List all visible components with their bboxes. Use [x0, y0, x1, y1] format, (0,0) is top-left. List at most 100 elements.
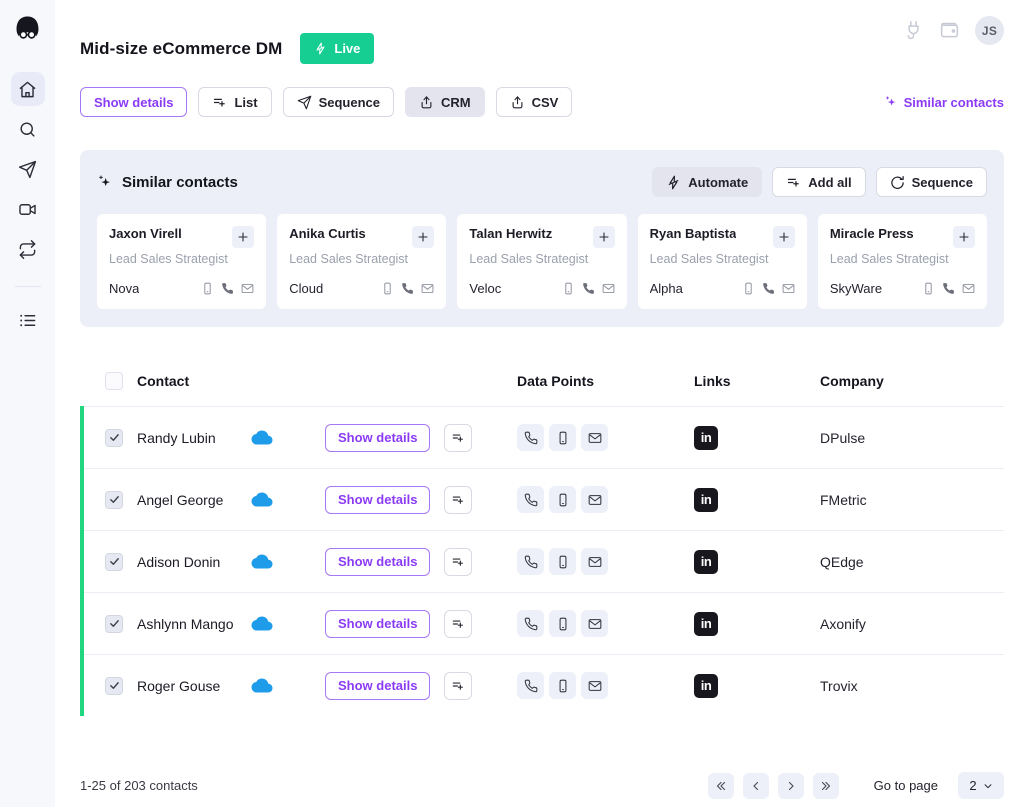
row-checkbox[interactable] [105, 615, 123, 633]
company-name: Trovix [820, 678, 1004, 694]
add-to-list-button[interactable] [444, 486, 472, 514]
linkedin-icon[interactable]: in [694, 426, 718, 450]
phone-data-chip[interactable] [517, 672, 544, 699]
sidebar [0, 0, 55, 807]
mobile-data-chip[interactable] [549, 610, 576, 637]
similar-contacts-link[interactable]: Similar contacts [884, 95, 1004, 110]
phone-data-chip[interactable] [517, 610, 544, 637]
similar-contacts-title: Similar contacts [97, 174, 238, 191]
phone-data-chip[interactable] [517, 548, 544, 575]
linkedin-icon[interactable]: in [694, 674, 718, 698]
show-details-button[interactable]: Show details [325, 424, 430, 452]
add-contact-button[interactable] [593, 226, 615, 248]
contact-name: Ashlynn Mango [137, 616, 247, 632]
mobile-data-chip[interactable] [549, 548, 576, 575]
plus-icon [237, 231, 249, 243]
mobile-data-chip[interactable] [549, 486, 576, 513]
sidebar-item-video[interactable] [11, 192, 45, 226]
mobile-icon [562, 282, 575, 295]
salesforce-icon [247, 489, 277, 510]
email-data-chip[interactable] [581, 548, 608, 575]
row-checkbox[interactable] [105, 553, 123, 571]
linkedin-icon[interactable]: in [694, 488, 718, 512]
plug-icon[interactable] [903, 20, 924, 41]
sidebar-item-lists[interactable] [11, 303, 45, 337]
bolt-icon [314, 42, 327, 55]
sidebar-item-search[interactable] [11, 112, 45, 146]
phone-icon [221, 282, 234, 295]
page-select[interactable]: 2 [958, 772, 1004, 799]
add-contact-button[interactable] [953, 226, 975, 248]
list-button-label: List [234, 95, 257, 110]
list-add-icon [451, 617, 465, 631]
sidebar-item-automations[interactable] [11, 232, 45, 266]
add-contact-button[interactable] [773, 226, 795, 248]
add-to-list-button[interactable] [444, 672, 472, 700]
contact-name: Ryan Baptista [650, 226, 737, 241]
sequence-button[interactable]: Sequence [283, 87, 394, 117]
last-page-button[interactable] [813, 773, 839, 799]
results-range: 1-25 of 203 contacts [80, 778, 198, 793]
similar-contact-card: Jaxon Virell Lead Sales Strategist Nova [97, 214, 266, 309]
video-icon [18, 200, 37, 219]
repeat-icon [18, 240, 37, 259]
list-button[interactable]: List [198, 87, 271, 117]
data-points [517, 610, 694, 637]
email-data-chip[interactable] [581, 672, 608, 699]
select-all-checkbox[interactable] [105, 372, 123, 390]
row-checkbox[interactable] [105, 491, 123, 509]
wallet-icon[interactable] [939, 20, 960, 41]
mobile-data-chip[interactable] [549, 672, 576, 699]
mobile-icon [201, 282, 214, 295]
show-details-button[interactable]: Show details [325, 486, 430, 514]
avatar[interactable]: JS [975, 16, 1004, 45]
column-header-data-points: Data Points [517, 373, 694, 389]
row-checkbox[interactable] [105, 429, 123, 447]
show-details-button[interactable]: Show details [325, 610, 430, 638]
linkedin-icon[interactable]: in [694, 550, 718, 574]
phone-icon [401, 282, 414, 295]
automate-button[interactable]: Automate [652, 167, 762, 197]
app-logo[interactable] [13, 15, 42, 44]
first-page-button[interactable] [708, 773, 734, 799]
next-page-button[interactable] [778, 773, 804, 799]
table-footer: 1-25 of 203 contacts Go to page 2 [80, 772, 1004, 799]
email-data-chip[interactable] [581, 424, 608, 451]
sidebar-item-sequences[interactable] [11, 152, 45, 186]
contact-name: Randy Lubin [137, 430, 247, 446]
linkedin-icon[interactable]: in [694, 612, 718, 636]
salesforce-icon [247, 675, 277, 696]
top-right-actions: JS [903, 16, 1004, 45]
phone-icon [524, 431, 538, 445]
plus-icon [417, 231, 429, 243]
contact-company: Nova [109, 281, 139, 296]
show-details-button[interactable]: Show details [325, 548, 430, 576]
sidebar-item-home[interactable] [11, 72, 45, 106]
contact-name: Adison Donin [137, 554, 247, 570]
email-icon [588, 555, 602, 569]
show-details-button[interactable]: Show details [325, 672, 430, 700]
mobile-data-chip[interactable] [549, 424, 576, 451]
page-title: Mid-size eCommerce DM [80, 39, 282, 59]
phone-data-chip[interactable] [517, 424, 544, 451]
add-contact-button[interactable] [412, 226, 434, 248]
add-to-list-button[interactable] [444, 610, 472, 638]
crm-export-button[interactable]: CRM [405, 87, 485, 117]
list-icon [18, 311, 37, 330]
check-icon [109, 556, 120, 567]
add-contact-button[interactable] [232, 226, 254, 248]
email-icon [588, 431, 602, 445]
csv-export-button[interactable]: CSV [496, 87, 573, 117]
phone-data-chip[interactable] [517, 486, 544, 513]
panel-sequence-button[interactable]: Sequence [876, 167, 987, 197]
add-to-list-button[interactable] [444, 424, 472, 452]
add-all-button[interactable]: Add all [772, 167, 865, 197]
data-points [517, 486, 694, 513]
contacts-table: Contact Data Points Links Company Randy … [80, 356, 1004, 716]
previous-page-button[interactable] [743, 773, 769, 799]
row-checkbox[interactable] [105, 677, 123, 695]
email-data-chip[interactable] [581, 486, 608, 513]
add-to-list-button[interactable] [444, 548, 472, 576]
email-data-chip[interactable] [581, 610, 608, 637]
show-details-button[interactable]: Show details [80, 87, 187, 117]
